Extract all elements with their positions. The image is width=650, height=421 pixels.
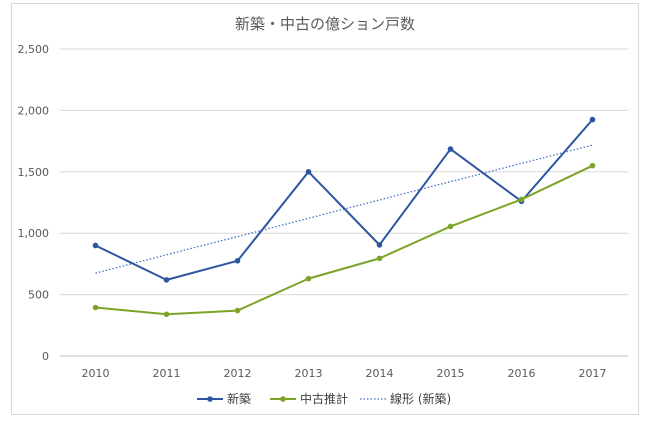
x-tick-label: 2017 bbox=[579, 367, 607, 380]
series-line bbox=[95, 118, 594, 281]
data-point bbox=[92, 304, 99, 311]
data-point bbox=[234, 307, 241, 314]
data-point bbox=[376, 255, 383, 262]
x-tick-label: 2012 bbox=[224, 367, 252, 380]
data-point bbox=[589, 116, 596, 123]
x-tick-label: 2013 bbox=[295, 367, 323, 380]
chart-title: 新築・中古の億ション戸数 bbox=[235, 15, 415, 33]
data-point bbox=[305, 275, 312, 282]
gridlines bbox=[60, 48, 628, 357]
series-layer bbox=[92, 116, 596, 318]
data-point bbox=[447, 223, 454, 230]
x-tick-label: 2010 bbox=[82, 367, 110, 380]
y-tick-label: 2,500 bbox=[18, 43, 50, 56]
y-axis-ticks: 0 500 1,000 1,500 2,000 2,500 bbox=[18, 43, 50, 363]
data-point bbox=[376, 242, 383, 248]
data-point bbox=[234, 258, 241, 264]
data-point bbox=[447, 146, 454, 152]
y-tick-label: 1,000 bbox=[18, 227, 50, 240]
y-tick-label: 2,000 bbox=[18, 104, 50, 117]
x-tick-label: 2011 bbox=[153, 367, 181, 380]
legend-item: 中古推計 bbox=[270, 391, 348, 406]
data-point bbox=[163, 311, 170, 318]
y-tick-label: 500 bbox=[28, 289, 49, 302]
series-line bbox=[95, 164, 593, 316]
x-axis-ticks: 2010 2011 2012 2013 2014 2015 2016 2017 bbox=[82, 367, 607, 380]
data-point bbox=[589, 162, 596, 169]
data-point bbox=[305, 169, 312, 175]
legend-label: 中古推計 bbox=[300, 391, 348, 406]
legend-label: 新築 bbox=[227, 391, 251, 406]
legend: 新築 中古推計 線形 (新築) bbox=[197, 391, 451, 406]
y-tick-label: 1,500 bbox=[18, 166, 50, 179]
x-tick-label: 2015 bbox=[437, 367, 465, 380]
legend-item: 線形 (新築) bbox=[360, 391, 451, 406]
y-tick-label: 0 bbox=[42, 350, 49, 363]
x-tick-label: 2014 bbox=[366, 367, 394, 380]
legend-label: 線形 (新築) bbox=[390, 391, 451, 406]
data-point bbox=[92, 242, 99, 249]
series-2 bbox=[92, 162, 596, 318]
data-point bbox=[518, 196, 525, 203]
chart-frame bbox=[11, 3, 639, 415]
legend-item: 新築 bbox=[197, 391, 251, 406]
x-tick-label: 2016 bbox=[508, 367, 536, 380]
legend-marker bbox=[280, 396, 286, 402]
legend-marker bbox=[207, 396, 213, 402]
data-point bbox=[163, 277, 170, 283]
